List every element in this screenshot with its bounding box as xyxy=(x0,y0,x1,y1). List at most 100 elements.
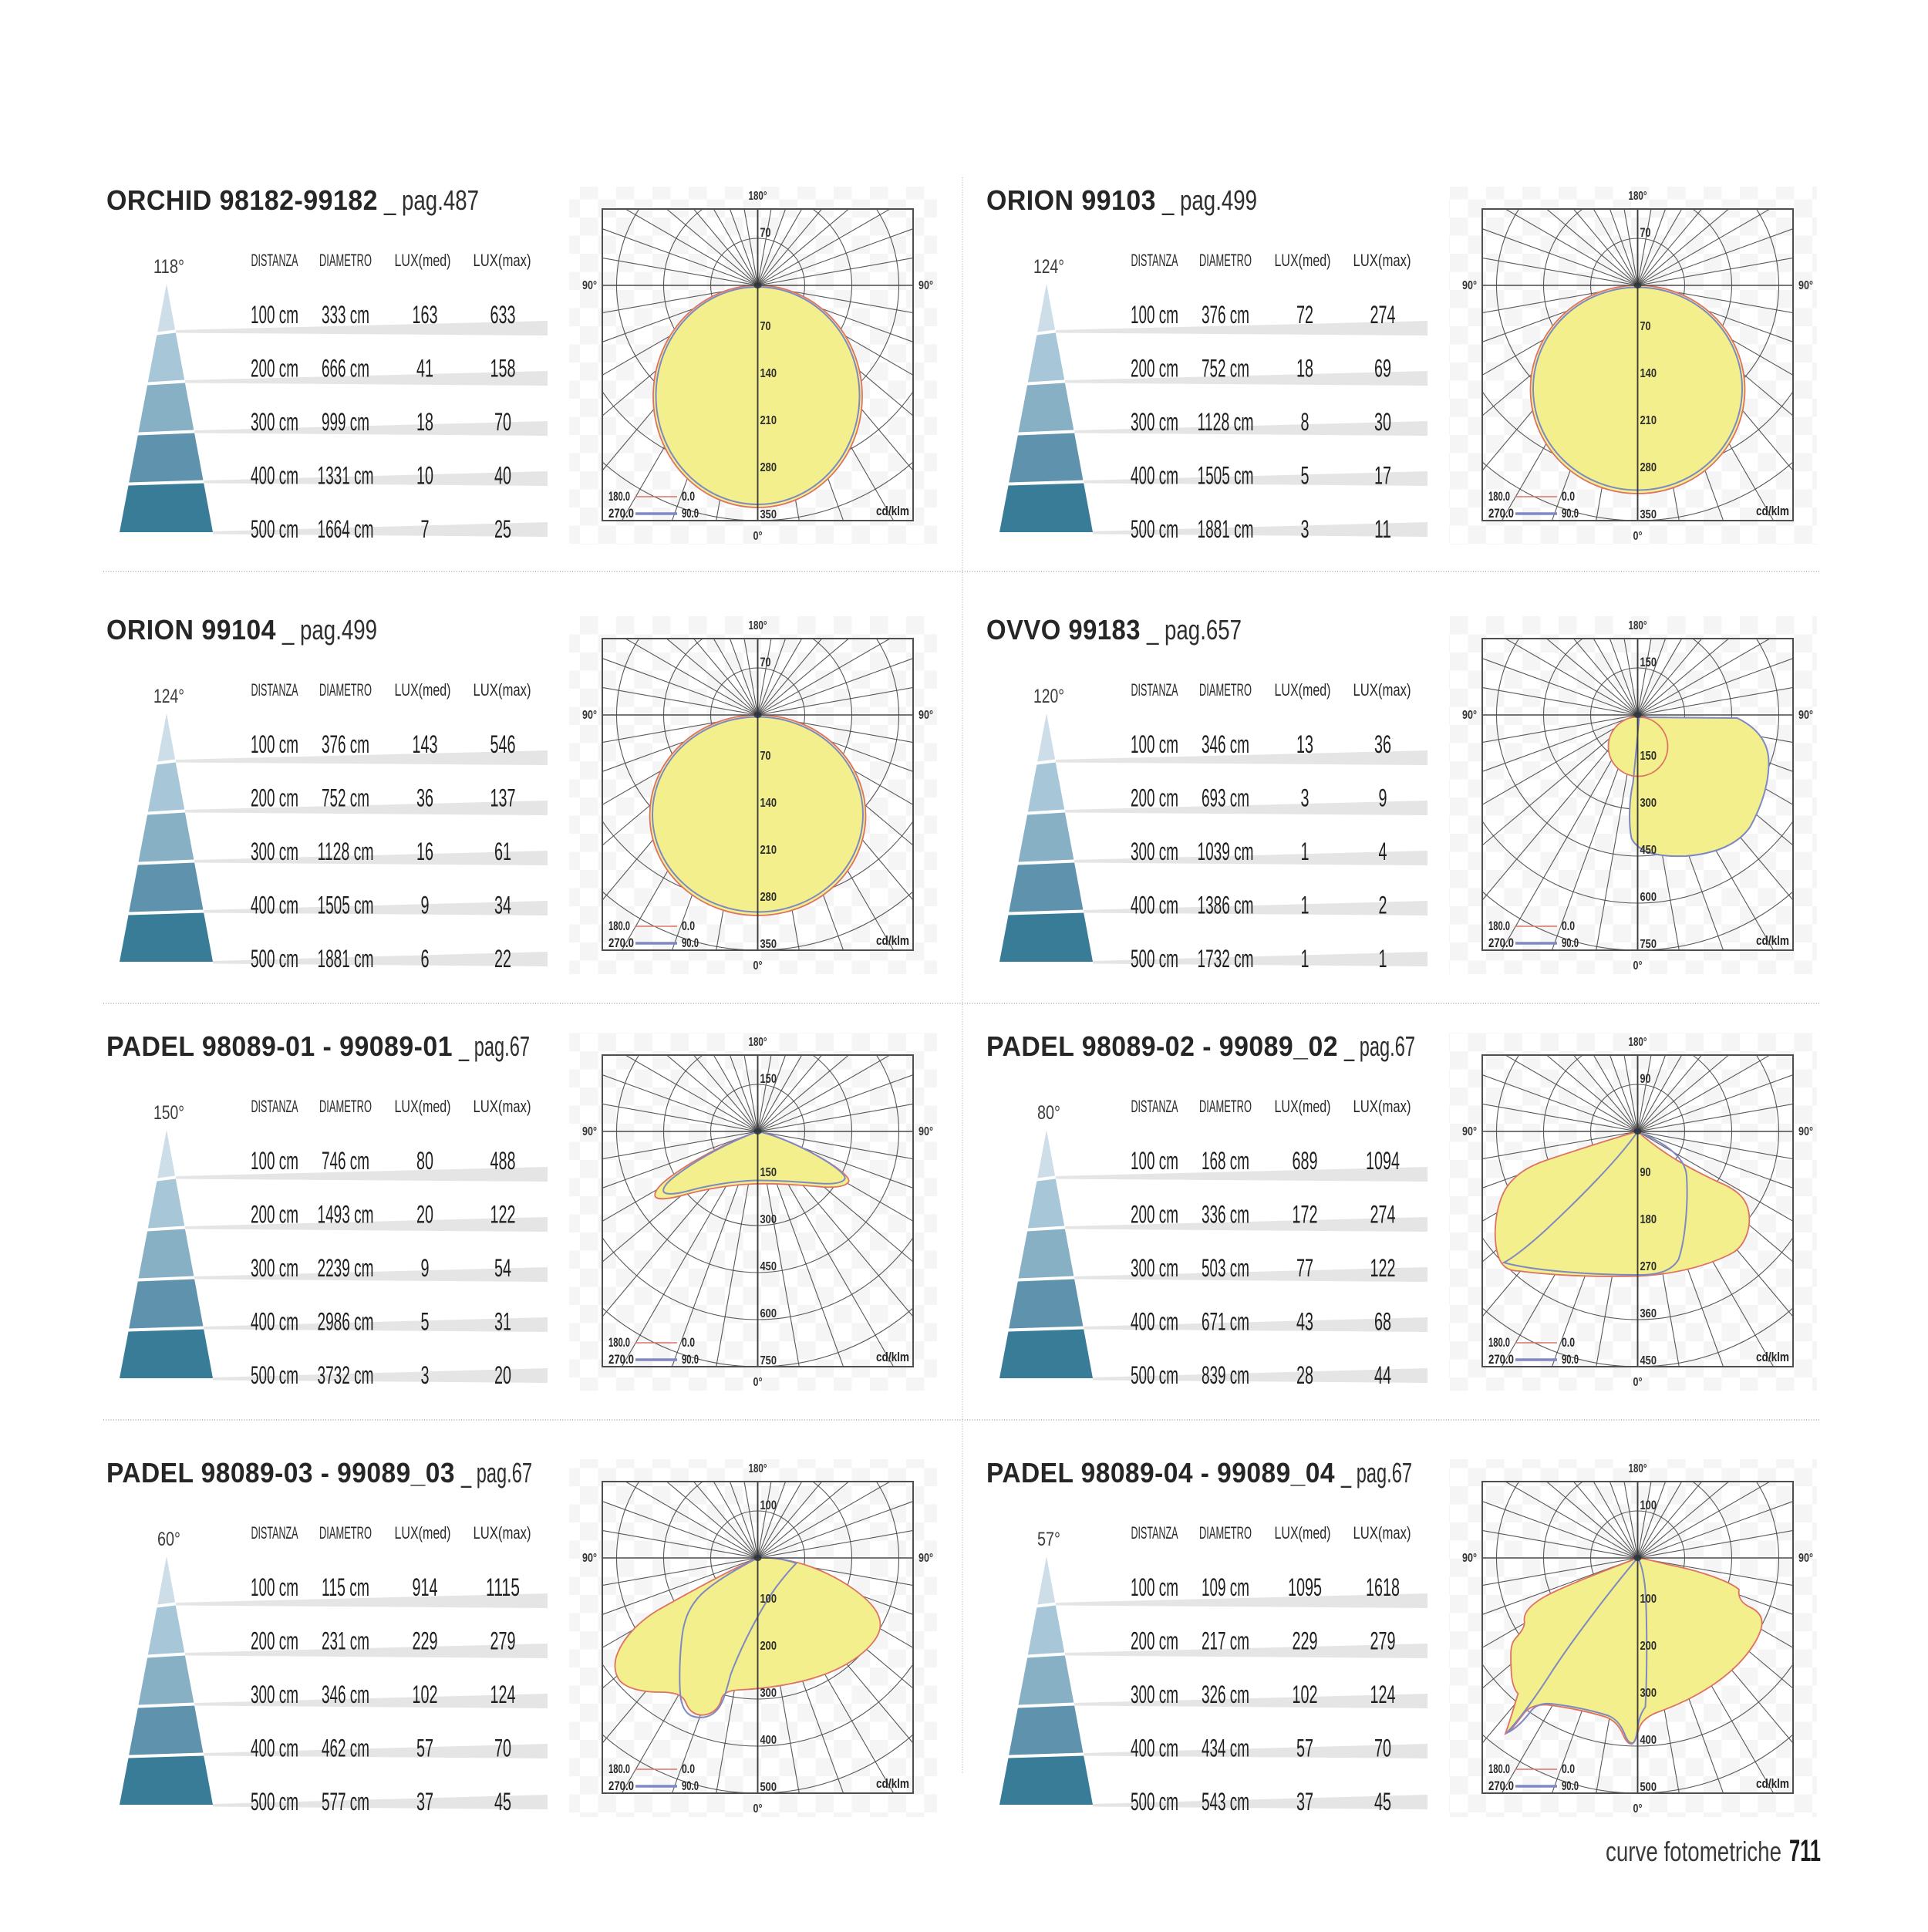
svg-text:90°: 90° xyxy=(1462,709,1477,722)
svg-text:68: 68 xyxy=(1374,1308,1391,1336)
svg-text:LUX(med): LUX(med) xyxy=(395,1097,451,1116)
svg-text:633: 633 xyxy=(490,301,516,329)
svg-text:180.0: 180.0 xyxy=(608,919,630,933)
svg-text:300 cm: 300 cm xyxy=(251,1254,298,1282)
svg-text:69: 69 xyxy=(1374,355,1391,383)
svg-text:17: 17 xyxy=(1374,462,1391,490)
svg-text:1128 cm: 1128 cm xyxy=(1198,408,1254,436)
svg-text:0.0: 0.0 xyxy=(1562,1336,1575,1350)
svg-text:500 cm: 500 cm xyxy=(251,945,298,973)
svg-text:336 cm: 336 cm xyxy=(1202,1201,1249,1229)
svg-text:90°: 90° xyxy=(1462,279,1477,292)
svg-text:_ pag.657: _ pag.657 xyxy=(1146,614,1242,646)
svg-text:180.0: 180.0 xyxy=(1488,919,1510,933)
svg-text:500 cm: 500 cm xyxy=(1131,945,1178,973)
svg-text:400 cm: 400 cm xyxy=(251,462,298,490)
svg-text:137: 137 xyxy=(490,784,516,812)
svg-text:100 cm: 100 cm xyxy=(251,301,298,329)
svg-text:180°: 180° xyxy=(1629,1036,1647,1049)
svg-text:1493 cm: 1493 cm xyxy=(318,1201,374,1229)
svg-text:462 cm: 462 cm xyxy=(322,1735,369,1762)
svg-text:0.0: 0.0 xyxy=(1562,919,1575,933)
svg-text:LUX(med): LUX(med) xyxy=(1275,251,1331,270)
svg-text:DIAMETRO: DIAMETRO xyxy=(319,251,372,270)
svg-text:36: 36 xyxy=(416,784,433,812)
svg-text:90.0: 90.0 xyxy=(1562,1353,1579,1367)
svg-text:22: 22 xyxy=(494,945,511,973)
svg-text:400 cm: 400 cm xyxy=(251,892,298,919)
svg-text:77: 77 xyxy=(1296,1254,1313,1282)
svg-text:9: 9 xyxy=(421,892,430,919)
svg-text:90: 90 xyxy=(1640,1166,1651,1179)
svg-text:150°: 150° xyxy=(153,1102,184,1124)
svg-text:100: 100 xyxy=(760,1593,777,1606)
svg-text:693 cm: 693 cm xyxy=(1202,784,1249,812)
svg-text:200 cm: 200 cm xyxy=(1131,1201,1178,1229)
svg-text:90°: 90° xyxy=(582,1552,597,1565)
svg-text:999 cm: 999 cm xyxy=(322,408,369,436)
svg-text:217 cm: 217 cm xyxy=(1202,1627,1249,1655)
svg-text:400: 400 xyxy=(1640,1734,1657,1747)
svg-text:200 cm: 200 cm xyxy=(1131,355,1178,383)
svg-text:109 cm: 109 cm xyxy=(1202,1573,1249,1601)
svg-text:400 cm: 400 cm xyxy=(1131,462,1178,490)
svg-text:143: 143 xyxy=(413,730,438,758)
svg-text:LUX(max): LUX(max) xyxy=(474,1097,531,1116)
svg-text:28: 28 xyxy=(1296,1361,1313,1389)
svg-text:36: 36 xyxy=(1374,730,1391,758)
svg-text:DISTANZA: DISTANZA xyxy=(251,251,298,270)
svg-text:326 cm: 326 cm xyxy=(1202,1681,1249,1708)
svg-text:231 cm: 231 cm xyxy=(322,1627,369,1655)
svg-text:300 cm: 300 cm xyxy=(1131,838,1178,865)
svg-text:6: 6 xyxy=(421,945,430,973)
svg-text:0.0: 0.0 xyxy=(682,1336,695,1350)
svg-text:DISTANZA: DISTANZA xyxy=(1131,251,1178,270)
svg-text:711: 711 xyxy=(1789,1834,1821,1868)
svg-text:curve fotometriche: curve fotometriche xyxy=(1606,1836,1781,1867)
svg-text:270.0: 270.0 xyxy=(1488,1353,1514,1367)
svg-text:DIAMETRO: DIAMETRO xyxy=(319,1097,372,1116)
svg-text:180°: 180° xyxy=(749,1462,767,1475)
svg-text:57: 57 xyxy=(416,1735,433,1762)
svg-text:1: 1 xyxy=(1301,945,1309,973)
svg-text:274: 274 xyxy=(1370,301,1396,329)
svg-text:41: 41 xyxy=(416,355,433,383)
svg-text:546: 546 xyxy=(490,730,516,758)
svg-text:150: 150 xyxy=(760,1071,777,1086)
svg-text:9: 9 xyxy=(421,1254,430,1282)
svg-text:333 cm: 333 cm xyxy=(322,301,369,329)
svg-text:671 cm: 671 cm xyxy=(1202,1308,1249,1336)
svg-text:0.0: 0.0 xyxy=(682,1762,695,1776)
svg-text:124°: 124° xyxy=(1033,256,1064,278)
svg-text:LUX(max): LUX(max) xyxy=(1353,680,1411,700)
svg-text:20: 20 xyxy=(494,1361,511,1389)
svg-text:2239 cm: 2239 cm xyxy=(318,1254,374,1282)
svg-text:752 cm: 752 cm xyxy=(1202,355,1249,383)
svg-text:270.0: 270.0 xyxy=(1488,507,1514,521)
svg-text:100 cm: 100 cm xyxy=(1131,1573,1178,1601)
svg-text:122: 122 xyxy=(490,1201,516,1229)
svg-text:18: 18 xyxy=(416,408,433,436)
svg-text:90.0: 90.0 xyxy=(682,507,699,521)
svg-text:100: 100 xyxy=(1640,1498,1657,1512)
svg-text:_ pag.487: _ pag.487 xyxy=(383,184,479,216)
svg-text:ORCHID 98182-99182: ORCHID 98182-99182 xyxy=(106,184,378,216)
svg-text:839 cm: 839 cm xyxy=(1202,1361,1249,1389)
svg-text:450: 450 xyxy=(760,1260,777,1273)
svg-text:90°: 90° xyxy=(1798,709,1813,722)
svg-text:LUX(med): LUX(med) xyxy=(1275,680,1331,700)
svg-text:0.0: 0.0 xyxy=(1562,1762,1575,1776)
svg-text:274: 274 xyxy=(1370,1201,1396,1229)
svg-text:3: 3 xyxy=(1301,784,1309,812)
svg-text:18: 18 xyxy=(1296,355,1313,383)
svg-text:300 cm: 300 cm xyxy=(1131,408,1178,436)
svg-text:_ pag.499: _ pag.499 xyxy=(281,614,377,646)
svg-text:270.0: 270.0 xyxy=(608,1353,634,1367)
svg-text:102: 102 xyxy=(1293,1681,1318,1708)
svg-text:13: 13 xyxy=(1296,730,1313,758)
svg-text:72: 72 xyxy=(1296,301,1313,329)
svg-text:11: 11 xyxy=(1374,515,1391,543)
svg-text:376 cm: 376 cm xyxy=(1202,301,1249,329)
svg-text:350: 350 xyxy=(1640,508,1657,521)
svg-text:1: 1 xyxy=(1379,945,1387,973)
